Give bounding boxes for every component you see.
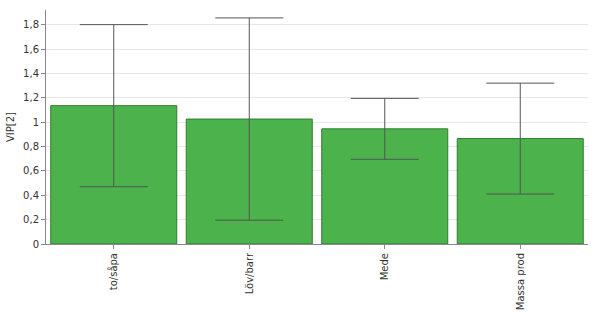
svg-text:1: 1 xyxy=(33,117,39,128)
svg-text:0,8: 0,8 xyxy=(23,141,39,152)
svg-text:Löv/barr: Löv/barr xyxy=(244,252,255,294)
svg-text:1,4: 1,4 xyxy=(23,68,39,79)
svg-text:0,2: 0,2 xyxy=(23,214,39,225)
svg-text:to/såpa: to/såpa xyxy=(107,253,119,290)
svg-text:VIP[2]: VIP[2] xyxy=(5,112,16,142)
svg-text:0,6: 0,6 xyxy=(23,165,39,176)
svg-text:Massa prod: Massa prod xyxy=(515,253,526,310)
svg-text:1,2: 1,2 xyxy=(23,92,39,103)
svg-text:1,6: 1,6 xyxy=(23,44,39,55)
svg-text:0: 0 xyxy=(33,239,39,250)
svg-text:Mede: Mede xyxy=(379,253,390,280)
svg-text:1,8: 1,8 xyxy=(23,19,39,30)
svg-text:0,4: 0,4 xyxy=(23,190,39,201)
